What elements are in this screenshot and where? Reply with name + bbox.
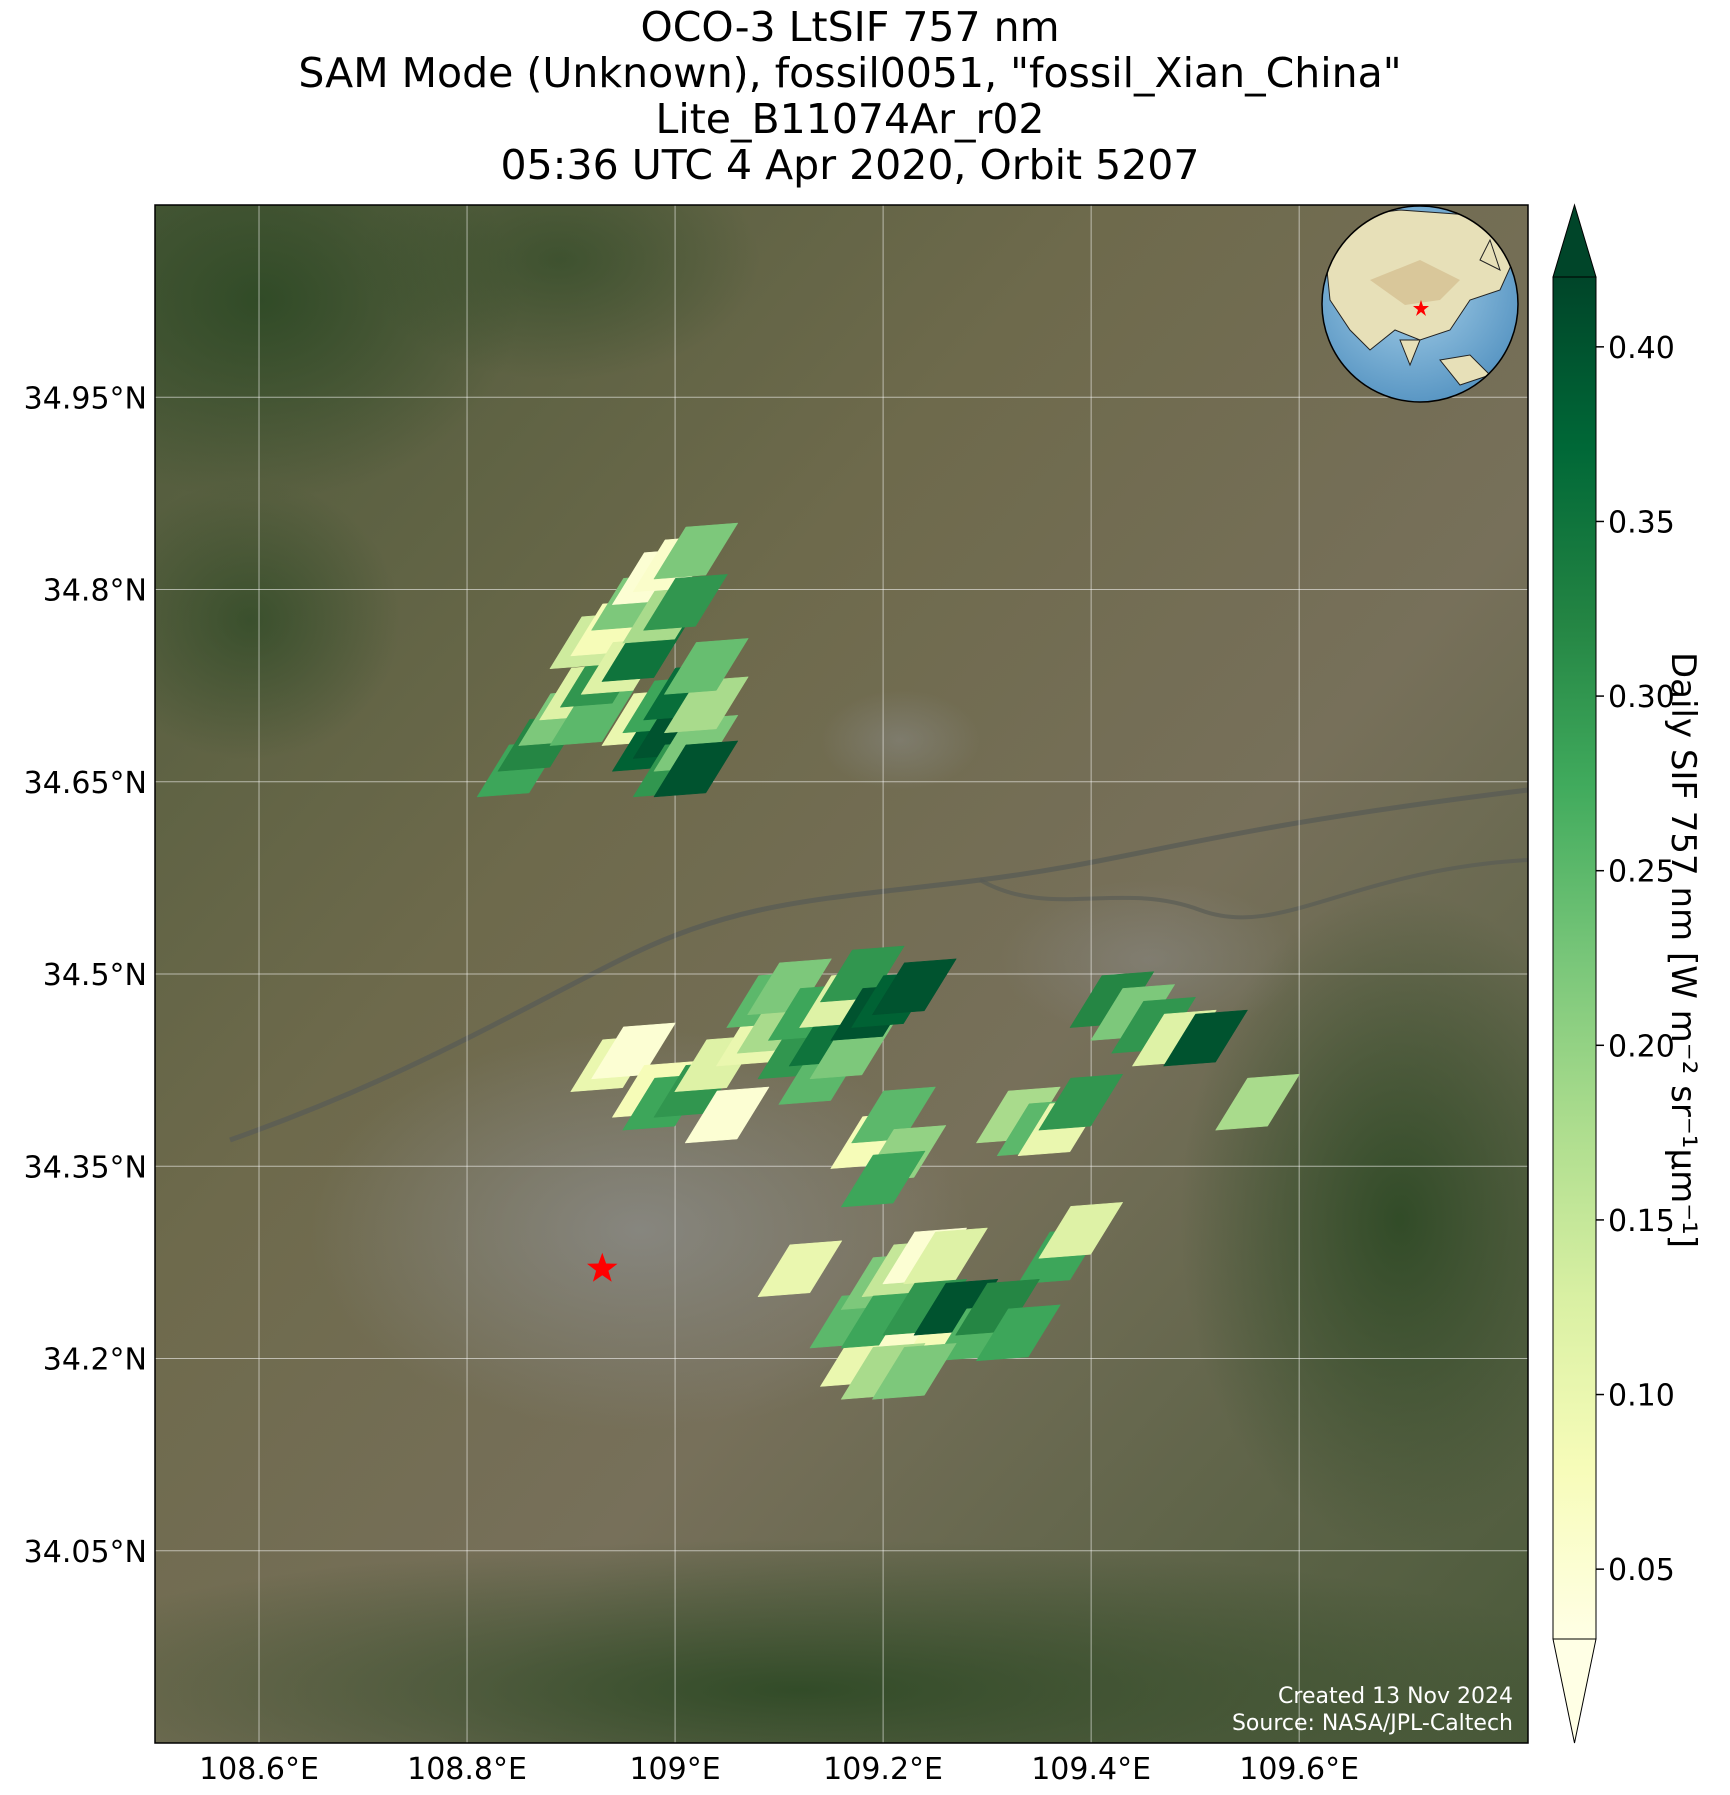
title-line-1: OCO-3 LtSIF 757 nm [640, 3, 1060, 51]
colorbar-tick-label: 0.20 [1608, 1029, 1675, 1064]
lat-tick-label: 34.2°N [43, 1343, 147, 1378]
sif-sounding [840, 1150, 926, 1208]
sif-sounding [663, 638, 749, 695]
sif-sounding [1038, 1202, 1124, 1259]
sif-sounding [1163, 1009, 1249, 1067]
title-line-2: SAM Mode (Unknown), fossil0051, "fossil_… [298, 49, 1402, 97]
colorbar-extend-max [1552, 203, 1597, 278]
sif-sounding [653, 740, 739, 798]
sif-sounding [1215, 1073, 1301, 1131]
colorbar-ticks: 0.40 0.35 0.30 0.25 0.20 0.15 0.10 0.05 [1596, 331, 1675, 1588]
colorbar-tick-label: 0.30 [1608, 680, 1675, 715]
colorbar-tick-label: 0.40 [1608, 331, 1675, 366]
lon-tick-label: 109.4°E [1031, 1752, 1151, 1787]
sif-sounding [653, 522, 739, 580]
sif-sounding [757, 1240, 843, 1298]
colorbar-tick-label: 0.10 [1608, 1379, 1675, 1414]
title-line-3: Lite_B11074Ar_r02 [655, 95, 1045, 143]
created-credit: Created 13 Nov 2024 [1278, 1684, 1513, 1709]
longitude-ticks: 108.6°E 108.8°E 109°E 109.2°E 109.4°E 109.6°E [199, 1752, 1359, 1787]
sif-sounding [684, 1086, 770, 1144]
sif-sounding [1038, 1073, 1124, 1131]
figure-title: OCO-3 LtSIF 757 nm SAM Mode (Unknown), f… [0, 4, 1700, 188]
lat-tick-label: 34.05°N [24, 1535, 147, 1570]
colorbar-tick-label: 0.25 [1608, 855, 1675, 890]
map-frame [154, 204, 1529, 1744]
source-credit: Source: NASA/JPL-Caltech [1232, 1711, 1513, 1736]
colorbar-tick-label: 0.05 [1608, 1553, 1675, 1588]
colorbar-body [1553, 277, 1596, 1639]
globe-star-icon [1413, 300, 1429, 316]
lat-tick-label: 34.35°N [24, 1150, 147, 1185]
latitude-ticks: 34.95°N 34.8°N 34.65°N 34.5°N 34.35°N 34.2°N 3… [24, 381, 147, 1570]
lat-tick-label: 34.5°N [43, 958, 147, 993]
title-line-4: 05:36 UTC 4 Apr 2020, Orbit 5207 [500, 141, 1200, 189]
lon-tick-label: 109°E [629, 1752, 720, 1787]
lat-tick-label: 34.8°N [43, 574, 147, 609]
lon-tick-label: 109.6°E [1239, 1752, 1359, 1787]
sif-sounding [643, 574, 728, 631]
sif-sounding [663, 676, 749, 734]
colorbar-extend-min [1552, 1638, 1597, 1744]
target-marker [587, 1252, 618, 1282]
lat-tick-label: 34.95°N [24, 381, 147, 416]
sif-sounding [871, 1343, 957, 1400]
lon-tick-label: 108.8°E [407, 1752, 527, 1787]
sif-soundings-layer [476, 522, 1301, 1400]
lon-tick-label: 109.2°E [823, 1752, 943, 1787]
lon-tick-label: 108.6°E [199, 1752, 319, 1787]
target-star-icon [587, 1252, 618, 1282]
colorbar-tick-label: 0.35 [1608, 505, 1675, 540]
colorbar: 0.40 0.35 0.30 0.25 0.20 0.15 0.10 0.05 Daily S… [1552, 203, 1703, 1744]
sif-sounding [975, 1304, 1061, 1362]
colorbar-label: Daily SIF 757 nm [W m⁻² sr⁻¹μm⁻¹] [1663, 652, 1703, 1248]
sif-sounding [871, 958, 957, 1016]
colorbar-tick-label: 0.15 [1608, 1204, 1675, 1239]
lat-tick-label: 34.65°N [24, 766, 147, 801]
inset-globe [1321, 205, 1519, 403]
